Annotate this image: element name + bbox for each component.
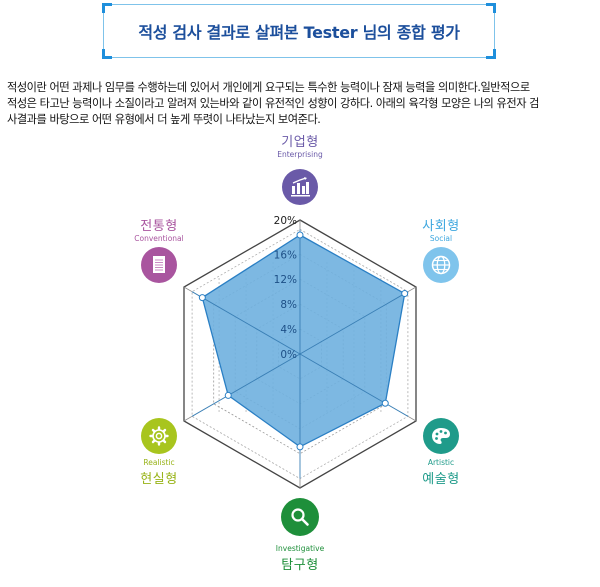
type-name-ko: 예술형 xyxy=(422,472,460,487)
type-name-ko: 전통형 xyxy=(140,219,178,234)
corner-decoration xyxy=(486,3,496,13)
description-line: 사결과를 바탕으로 어떤 유형에서 더 높게 뚜렷이 나타났는지 보여준다. xyxy=(7,113,321,126)
axis-spoke xyxy=(191,353,301,417)
label-conventional: 전통형 Conventional xyxy=(104,215,214,244)
label-enterprising: 기업형 Enterprising xyxy=(245,131,355,160)
page-title: 적성 검사 결과로 살펴본 Tester 님의 종합 평가 xyxy=(138,23,460,42)
label-realistic: Realistic 현실형 xyxy=(104,458,214,487)
data-point xyxy=(296,443,304,451)
label-social: 사회형 Social xyxy=(386,215,496,244)
type-name-ko: 현실형 xyxy=(140,472,178,487)
axis-tick-label: 0% xyxy=(280,349,297,361)
frame-bevel-line xyxy=(183,286,193,293)
type-name-en: Realistic xyxy=(143,458,175,467)
palette-icon xyxy=(423,418,459,454)
axis-tick-label: 8% xyxy=(280,299,297,311)
description-line: 적성이란 어떤 과제나 임무를 수행하는데 있어서 개인에게 요구되는 특수한 … xyxy=(7,81,530,94)
frame-bevel-line xyxy=(183,415,193,422)
axis-tick-label: 16% xyxy=(274,249,297,261)
type-name-ko: 사회형 xyxy=(422,219,460,234)
label-artistic: Artistic 예술형 xyxy=(386,458,496,487)
corner-decoration xyxy=(102,49,112,59)
axis-tick-label: 12% xyxy=(274,274,297,286)
data-point xyxy=(401,290,409,298)
document-icon xyxy=(141,247,177,283)
type-name-en: Artistic xyxy=(427,458,455,467)
data-point xyxy=(198,294,206,302)
type-name-en: Conventional xyxy=(134,234,184,243)
axis-spoke xyxy=(191,291,301,355)
description-line: 적성은 타고난 능력이나 소질이라고 알려져 있는바와 같이 유전적인 성향이 … xyxy=(7,97,539,110)
axis-spoke xyxy=(299,291,409,355)
title-box: 적성 검사 결과로 살펴본 Tester 님의 종합 평가 xyxy=(102,3,496,59)
globe-icon xyxy=(423,247,459,283)
axis-tick-label: 20% xyxy=(274,215,297,227)
label-investigative: Investigative 탐구형 xyxy=(245,544,355,573)
corner-decoration xyxy=(486,49,496,59)
data-point xyxy=(224,391,232,399)
axis-tick-label: 4% xyxy=(280,324,297,336)
type-name-en: Social xyxy=(429,234,453,243)
axis-spoke xyxy=(299,353,409,417)
data-point xyxy=(381,399,389,407)
data-point xyxy=(296,231,304,239)
type-name-ko: 탐구형 xyxy=(281,558,319,573)
gear-icon xyxy=(141,418,177,454)
frame-bevel-line xyxy=(407,286,417,293)
frame-bevel-line xyxy=(407,415,417,422)
description: 적성이란 어떤 과제나 임무를 수행하는데 있어서 개인에게 요구되는 특수한 … xyxy=(7,80,597,128)
chart-growth-icon xyxy=(282,169,318,205)
magnifier-icon xyxy=(281,498,319,536)
type-name-en: Enterprising xyxy=(277,150,323,159)
type-name-en: Investigative xyxy=(275,544,325,553)
type-name-ko: 기업형 xyxy=(281,135,319,150)
corner-decoration xyxy=(102,3,112,13)
